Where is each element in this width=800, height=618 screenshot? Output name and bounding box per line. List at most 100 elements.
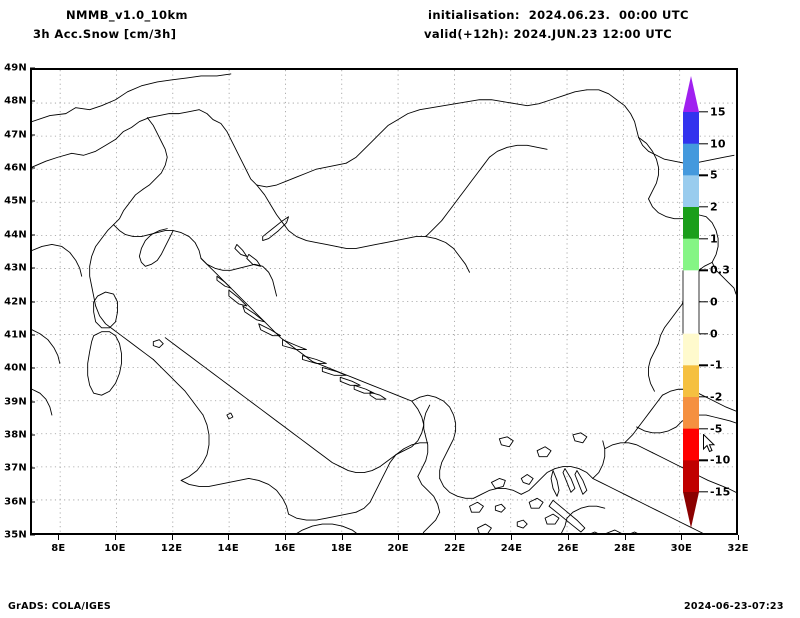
map-plot-area[interactable]: [30, 68, 738, 535]
longitude-tick-label: 8E: [51, 543, 66, 554]
longitude-tick-mark: [228, 535, 230, 540]
colorbar-tick-mark: [699, 396, 708, 398]
longitude-tick-mark: [568, 535, 570, 540]
colorbar-band-top-arrow: [683, 76, 699, 112]
latitude-tick-label: 41N: [4, 329, 27, 341]
longitude-tick-label: 12E: [160, 543, 183, 554]
valid-time: valid(+12h): 2024.JUN.23 12:00 UTC: [424, 27, 673, 41]
latitude-tick-mark: [30, 200, 35, 202]
longitude-tick-mark: [454, 535, 456, 540]
longitude-tick-mark: [511, 535, 513, 540]
colorbar[interactable]: 15 10 5 2 1 0.3 0 0 -1 -2 -5 -10 -15: [682, 76, 730, 528]
colorbar-tick-mark: [699, 364, 708, 367]
colorbar-tick-mark: [699, 142, 708, 145]
latitude-tick-label: 47N: [4, 129, 27, 141]
longitude-tick-mark: [398, 535, 400, 540]
colorbar-bands: [682, 76, 700, 528]
colorbar-tick-label: -2: [710, 390, 723, 404]
latitude-tick-mark: [30, 67, 35, 69]
longitude-tick-label: 28E: [614, 543, 636, 554]
latitude-tick-label: 43N: [4, 262, 27, 274]
colorbar-tick-label: 15: [710, 105, 726, 119]
latitude-tick-label: 35N: [4, 529, 27, 541]
colorbar-band: [683, 175, 699, 208]
coastline-map: [32, 73, 736, 533]
colorbar-band-bottom-arrow: [683, 492, 699, 528]
longitude-axis: 8E 10E 12E 14E 16E 18E 20E 22E 24E 26E 28E 30E 32E: [30, 537, 748, 557]
colorbar-tick-label: 0: [710, 295, 718, 309]
latitude-tick-mark: [30, 534, 35, 536]
latitude-tick-mark: [30, 401, 35, 403]
longitude-tick-mark: [114, 535, 116, 540]
latitude-tick-label: 49N: [4, 62, 27, 74]
colorbar-band: [683, 460, 699, 493]
colorbar-tick-label: 2: [710, 200, 718, 214]
latitude-axis: 49N 48N 47N 46N 45N 44N 43N 42N 41N 40N 39N 38N 37N 3…: [0, 63, 27, 541]
colorbar-tick-label: -5: [710, 422, 723, 436]
longitude-tick-mark: [681, 535, 683, 540]
colorbar-tick-label: 1: [710, 232, 718, 246]
colorbar-tick-mark: [699, 332, 708, 335]
longitude-tick-mark: [171, 535, 173, 540]
mouse-cursor-icon: [703, 434, 716, 453]
colorbar-band: [683, 207, 699, 240]
latitude-tick-label: 48N: [4, 95, 27, 107]
latitude-tick-label: 36N: [4, 496, 27, 508]
colorbar-band: [683, 397, 699, 430]
latitude-tick-mark: [30, 367, 35, 369]
latitude-tick-label: 42N: [4, 296, 27, 307]
latitude-tick-mark: [30, 100, 35, 102]
colorbar-tick-mark: [699, 459, 708, 462]
colorbar-tick-label: -1: [710, 358, 723, 372]
longitude-tick-label: 14E: [217, 543, 239, 554]
latitude-tick-mark: [30, 267, 35, 269]
longitude-tick-mark: [624, 535, 626, 540]
latitude-tick-label: 38N: [4, 429, 27, 441]
latitude-tick-mark: [30, 334, 35, 336]
colorbar-band: [683, 143, 699, 176]
latitude-tick-mark: [30, 167, 35, 169]
colorbar-band: [683, 302, 699, 335]
longitude-tick-mark: [341, 535, 343, 540]
latitude-tick-label: 40N: [4, 362, 27, 374]
colorbar-tick-mark: [699, 174, 708, 177]
longitude-tick-mark: [738, 535, 739, 540]
colorbar-tick-mark: [699, 269, 708, 272]
colorbar-tick-label: -10: [710, 453, 731, 467]
colorbar-tick-mark: [699, 206, 708, 208]
latitude-tick-mark: [30, 501, 35, 503]
latitude-tick-label: 39N: [4, 396, 27, 408]
model-title: NMMB_v1.0_10km: [66, 8, 188, 22]
longitude-tick-label: 24E: [500, 543, 523, 554]
latitude-tick-mark: [30, 467, 35, 469]
render-timestamp: 2024-06-23-07:23: [684, 601, 784, 612]
colorbar-tick-mark: [699, 491, 708, 493]
grads-credit: GrADS: COLA/IGES: [8, 601, 112, 612]
colorbar-tick-label: 0.3: [710, 263, 731, 277]
latitude-tick-mark: [30, 434, 35, 436]
latitude-tick-label: 46N: [4, 162, 27, 174]
colorbar-tick-label: 0: [710, 327, 718, 341]
latitude-tick-mark: [30, 234, 35, 236]
colorbar-tick-label: 5: [710, 168, 718, 182]
longitude-tick-label: 32E: [727, 543, 749, 554]
colorbar-tick-mark: [699, 111, 708, 113]
colorbar-tick-label: 10: [710, 137, 726, 151]
latitude-tick-label: 45N: [4, 195, 27, 207]
longitude-tick-label: 20E: [387, 543, 409, 554]
latitude-tick-label: 37N: [4, 462, 27, 474]
longitude-tick-label: 10E: [104, 543, 126, 554]
colorbar-band: [683, 428, 699, 461]
colorbar-band: [683, 270, 699, 303]
initialisation-time: initialisation: 2024.06.23. 00:00 UTC: [428, 8, 689, 22]
longitude-tick-label: 22E: [444, 543, 466, 554]
colorbar-tick-mark: [699, 237, 708, 240]
colorbar-band: [683, 365, 699, 398]
colorbar-tick-label: -15: [710, 485, 731, 499]
longitude-tick-label: 26E: [557, 543, 579, 554]
colorbar-band: [683, 112, 699, 145]
longitude-tick-label: 16E: [274, 543, 296, 554]
longitude-tick-label: 18E: [330, 543, 353, 554]
latitude-tick-mark: [30, 134, 35, 136]
colorbar-band: [683, 238, 699, 271]
